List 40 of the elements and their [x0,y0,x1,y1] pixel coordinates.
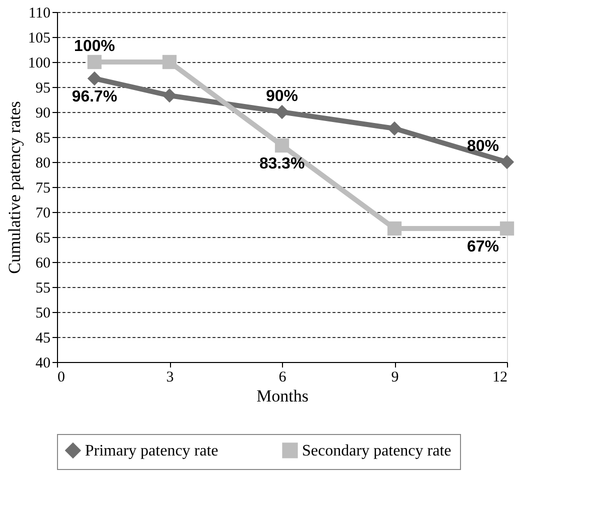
point [274,138,290,153]
point [162,88,177,103]
y-tick-label: 85 [36,130,50,146]
data-label: 90% [266,88,298,105]
y-axis-title: Cumulative patency rates [5,101,24,274]
y-tick-label: 40 [36,356,50,372]
y-tick-label: 45 [36,330,50,346]
point [87,54,102,70]
x-axis-title: Months [256,386,308,406]
y-tick-label: 60 [36,256,50,272]
x-tick-label: 9 [391,370,399,386]
x-tick-label: 3 [166,370,174,386]
point [500,221,514,236]
y-tick-label: 65 [36,230,50,246]
y-tick-label: 90 [36,106,50,122]
data-label: 100% [74,38,115,55]
data-label: 83.3% [259,156,305,172]
y-tick-label: 95 [36,80,50,96]
y-tick-label: 80 [36,156,50,172]
y-tick-label: 70 [36,206,50,222]
point [274,104,290,120]
data-label: 67% [466,238,499,256]
point [387,121,402,136]
point [87,71,102,86]
y-tick-label: 100 [28,56,50,72]
x-tick-label: 0 [58,370,65,386]
x-tick-label: 6 [278,370,287,386]
y-tick-label: 50 [36,306,50,322]
y-tick-label: 105 [28,30,50,46]
point [500,154,514,170]
data-label: 96.7% [72,88,118,106]
legend-label: Primary patency rate [85,442,218,460]
x-tick-label: 12 [492,370,508,386]
point [387,221,402,236]
y-tick-label: 55 [36,280,50,296]
legend-label: Secondary patency rate [302,442,452,460]
point [162,54,177,70]
y-tick-label: 110 [28,6,50,22]
data-label: 80% [466,138,499,155]
y-tick-label: 75 [36,180,50,196]
